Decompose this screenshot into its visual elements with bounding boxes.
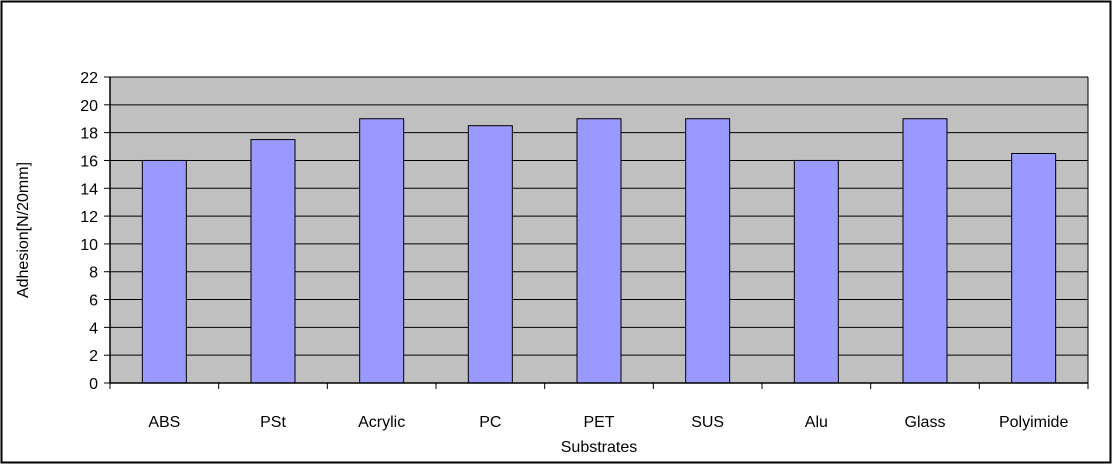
bar-abs xyxy=(141,159,187,384)
x-tick-label: PSt xyxy=(260,414,286,431)
bar-pet xyxy=(576,118,622,384)
y-tick-label: 4 xyxy=(89,320,98,337)
y-tick-label: 6 xyxy=(89,293,98,310)
bar-alu xyxy=(793,159,839,384)
x-tick-label: Alu xyxy=(805,414,828,431)
x-axis-title: Substrates xyxy=(561,439,637,456)
bar-polyimide xyxy=(1011,153,1057,384)
y-axis-title: Adhesion[N/20mm] xyxy=(15,162,32,298)
bar-pst xyxy=(250,139,296,384)
y-tick-labels: 0 2 4 6 8 10 12 14 16 18 20 22 xyxy=(80,70,98,393)
x-tick-label: Polyimide xyxy=(999,414,1068,431)
y-tick-label: 2 xyxy=(89,348,98,365)
y-tick-label: 16 xyxy=(80,153,98,170)
bar-acrylic xyxy=(359,118,405,384)
y-tick-label: 12 xyxy=(80,209,98,226)
x-tick-label: PC xyxy=(479,414,501,431)
bar-pc xyxy=(467,125,513,384)
y-tick-label: 20 xyxy=(80,98,98,115)
x-tick-labels: ABS PSt Acrylic PC PET SUS Alu Glass Polyimide xyxy=(148,414,1068,431)
x-tick-label: SUS xyxy=(691,414,724,431)
x-tick-label: Glass xyxy=(905,414,946,431)
y-tick-label: 0 xyxy=(89,376,98,393)
x-tick-label: PET xyxy=(583,414,614,431)
x-tick-label: Acrylic xyxy=(358,414,405,431)
y-tick-label: 14 xyxy=(80,181,98,198)
bars xyxy=(141,118,1057,384)
y-tick-label: 10 xyxy=(80,237,98,254)
x-tick-label: ABS xyxy=(148,414,180,431)
y-tick-label: 18 xyxy=(80,126,98,143)
bar-glass xyxy=(902,118,948,384)
bar-sus xyxy=(685,118,731,384)
y-tick-label: 8 xyxy=(89,265,98,282)
axes xyxy=(104,76,1089,389)
y-tick-label: 22 xyxy=(80,70,98,87)
